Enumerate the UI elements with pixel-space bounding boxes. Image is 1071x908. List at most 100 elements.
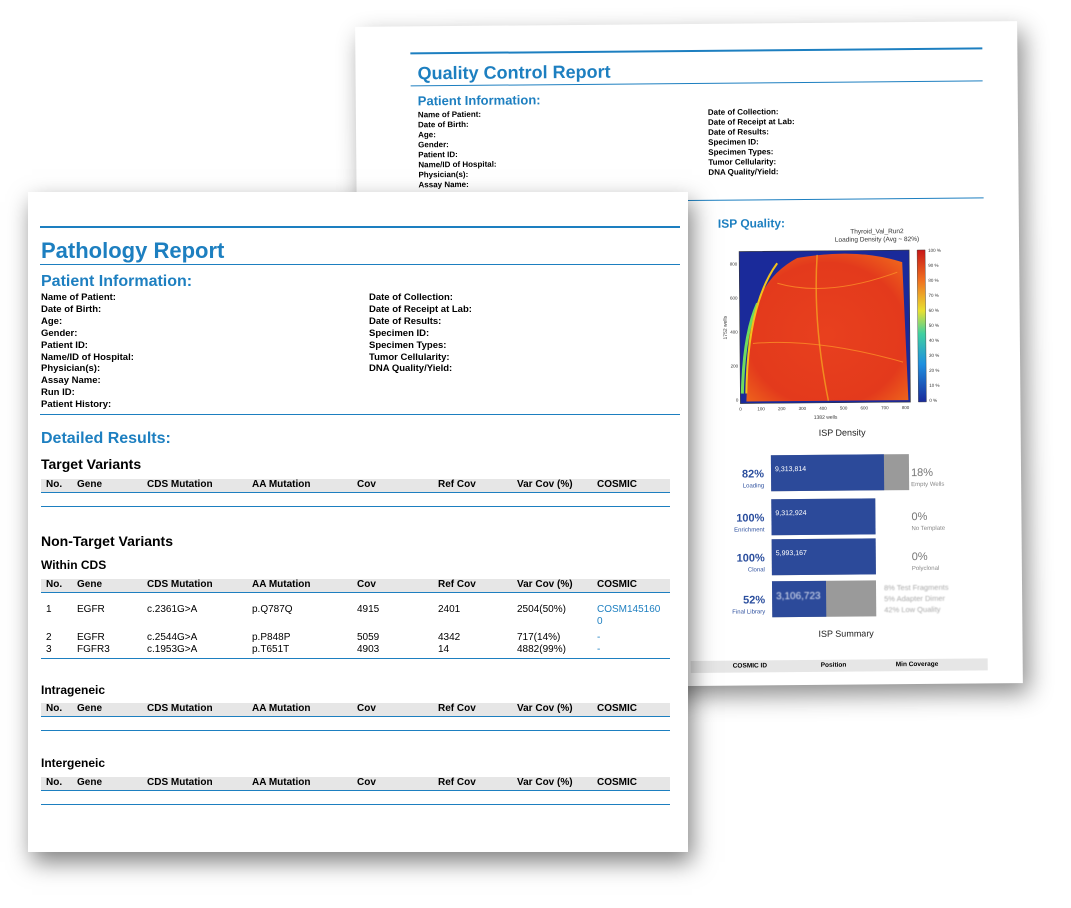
colorbar-tick-label: 100 %: [928, 248, 941, 253]
qc-patient-info-heading: Patient Information:: [417, 92, 541, 109]
field-label: Date of Collection:: [369, 292, 453, 303]
field-label: Assay Name:: [418, 179, 469, 190]
cell-cov: 4915: [357, 604, 380, 615]
quality-control-report-page: Quality Control Report Patient Informati…: [355, 21, 1023, 689]
isp-summary-caption: ISP Summary: [818, 628, 874, 639]
heatmap-x-tick-label: 700: [881, 405, 889, 410]
cell-cosmic: -: [597, 644, 601, 655]
col-var-cov: Var Cov (%): [517, 703, 573, 714]
table-end-rule: [41, 658, 670, 659]
col-gene: Gene: [77, 703, 103, 714]
cell-aa: p.T651T: [252, 644, 290, 655]
cell-no: 2: [46, 632, 52, 643]
table-end-rule: [41, 804, 670, 805]
field-label: Age:: [418, 130, 436, 140]
field-label: Name of Patient:: [417, 109, 482, 120]
within-cds-table-header: No. Gene CDS Mutation AA Mutation Cov Re…: [41, 579, 670, 593]
qc-left-fields: Name of Patient: Date of Birth: Age: Gen…: [418, 110, 497, 191]
col-cosmic: COSMIC: [597, 777, 637, 788]
field-label: Date of Birth:: [41, 303, 102, 315]
intragenic-heading: Intrageneic: [41, 683, 106, 697]
field-label: Age:: [41, 315, 63, 327]
intergenic-heading: Intergeneic: [41, 756, 106, 770]
heatmap-seam: [752, 341, 904, 363]
colorbar-ticks: 100 % 90 % 80 % 70 % 60 % 50 % 40 % 30 % 20 % 10 …: [928, 248, 941, 403]
col-var-cov: Var Cov (%): [517, 777, 573, 788]
target-variants-table-header: No. Gene CDS Mutation AA Mutation Cov Re…: [41, 479, 670, 493]
heatmap-title: Thyroid_Val_Run2: [850, 228, 904, 236]
col-position: Position: [820, 661, 847, 669]
field-label: Specimen Types:: [369, 339, 447, 351]
isp-quality-heading: ISP Quality:: [717, 216, 786, 231]
field-label: Patient History:: [41, 399, 112, 411]
field-label: Gender:: [41, 327, 78, 339]
clonal-bar: 5,993,167: [771, 538, 876, 576]
isp-density-heatmap: 100 % 90 % 80 % 70 % 60 % 50 % 40 % 30 % 20 % 10 …: [723, 248, 941, 421]
heatmap-y-tick-label: 200: [731, 364, 739, 369]
col-no: No.: [46, 703, 63, 714]
section-rule: [686, 197, 984, 202]
colorbar-tick-label: 90 %: [928, 263, 938, 268]
col-aa-mutation: AA Mutation: [252, 777, 311, 788]
cosmic-link-continued[interactable]: 0: [597, 616, 603, 627]
col-cds-mutation: CDS Mutation: [147, 777, 213, 788]
heatmap-density-area: [746, 253, 909, 402]
qc-report-title: Quality Control Report: [417, 61, 611, 84]
field-label: Date of Results:: [369, 315, 442, 327]
field-label: Date of Receipt at Lab:: [707, 117, 795, 127]
cell-gene: EGFR: [77, 632, 105, 643]
clonal-bar-value: 5,993,167: [775, 549, 807, 558]
heatmap-seam: [815, 254, 830, 401]
col-var-cov: Var Cov (%): [517, 479, 573, 490]
col-gene: Gene: [77, 777, 103, 788]
enrichment-pct: 100%: [736, 512, 765, 525]
col-no: No.: [46, 777, 63, 788]
enrichment-label: Enrichment: [734, 527, 765, 534]
heatmap-y-tick-label: 400: [730, 330, 738, 335]
heatmap-y-tick-label: 600: [730, 296, 738, 301]
heatmap-edge: [740, 302, 759, 394]
title-rule: [40, 264, 680, 265]
section-rule: [40, 414, 680, 415]
cosmic-link[interactable]: COSM145160: [597, 604, 661, 615]
intragenic-table-header: No. Gene CDS Mutation AA Mutation Cov Re…: [41, 703, 670, 717]
final-library-bar-value: 3,106,723: [776, 590, 821, 603]
cell-cov: 4903: [357, 644, 380, 655]
colorbar-tick-label: 80 %: [928, 278, 938, 283]
loading-bar-value: 9,313,814: [774, 465, 807, 474]
field-label: Patient ID:: [418, 150, 458, 160]
cell-var-cov: 717(14%): [517, 632, 561, 643]
col-cosmic-id: COSMIC ID: [732, 662, 768, 670]
loading-pct: 82%: [741, 468, 765, 481]
intergenic-table-header: No. Gene CDS Mutation AA Mutation Cov Re…: [41, 777, 670, 791]
cell-aa: p.Q787Q: [252, 604, 293, 615]
colorbar-tick-label: 10 %: [929, 383, 939, 388]
cell-cds: c.2361G>A: [147, 604, 198, 615]
col-ref-cov: Ref Cov: [438, 777, 476, 788]
colorbar-tick-label: 50 %: [929, 323, 939, 328]
loading-label: Loading: [742, 483, 765, 490]
field-label: Name/ID of Hospital:: [418, 159, 497, 170]
heatmap-x-ticks: 0 100 200 300 400 500 600 700 800: [739, 405, 910, 411]
cell-ref-cov: 14: [438, 644, 450, 655]
clonal-label: Clonal: [747, 567, 765, 574]
polyclonal-label: Polyclonal: [911, 565, 940, 573]
heatmap-x-label: 1382 wells: [814, 415, 838, 421]
empty-wells-label: Empty Wells: [911, 481, 945, 489]
cell-ref-cov: 2401: [438, 604, 461, 615]
qc-right-fields: Date of Collection: Date of Receipt at L…: [708, 107, 795, 178]
heatmap-x-tick-label: 200: [778, 406, 786, 411]
field-label: Run ID:: [41, 387, 75, 399]
qc-bottom-table-header: COSMIC ID Position Min Coverage: [690, 658, 988, 673]
field-label: Date of Birth:: [417, 119, 469, 130]
final-library-bar: 3,106,723: [771, 580, 877, 618]
col-ref-cov: Ref Cov: [438, 703, 476, 714]
clonal-pct: 100%: [736, 552, 765, 565]
col-cov: Cov: [357, 579, 376, 590]
heatmap-x-tick-label: 0: [739, 407, 742, 412]
non-target-variants-heading: Non-Target Variants: [41, 533, 173, 549]
colorbar-tick-label: 0 %: [929, 398, 937, 403]
field-label: Physician(s):: [418, 169, 469, 180]
col-cosmic: COSMIC: [597, 703, 637, 714]
enrichment-bar: 9,312,924: [771, 498, 876, 536]
